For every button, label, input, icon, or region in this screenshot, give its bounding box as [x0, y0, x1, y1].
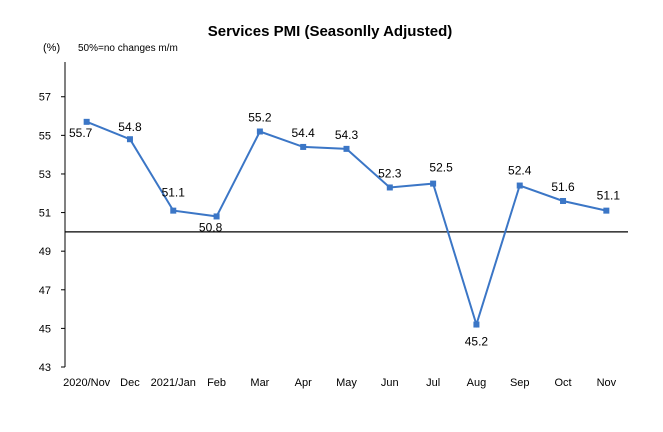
y-tick-label: 55 [39, 130, 51, 142]
chart-title: Services PMI (Seasonlly Adjusted) [208, 23, 453, 40]
x-tick-label: Jul [426, 377, 440, 389]
data-point [300, 143, 307, 150]
y-unit-label: (%) [43, 42, 60, 54]
data-label: 45.2 [465, 335, 489, 349]
x-tick-label: Dec [120, 377, 140, 389]
data-point [256, 128, 263, 135]
data-point [516, 182, 523, 189]
y-ticks: 43 45 47 49 51 53 55 57 [39, 92, 65, 374]
data-points [83, 118, 610, 328]
data-label: 52.5 [429, 161, 453, 175]
data-point [603, 207, 610, 214]
data-point [170, 207, 177, 214]
x-tick-label: Mar [250, 377, 269, 389]
data-label: 52.3 [378, 166, 402, 180]
series-line [86, 120, 607, 328]
y-tick-label: 49 [39, 246, 51, 258]
data-point [126, 136, 133, 143]
data-point [343, 145, 350, 152]
data-point [386, 184, 393, 191]
y-tick-label: 45 [39, 323, 51, 335]
data-label: 55.2 [248, 110, 272, 124]
data-label: 55.7 [69, 126, 93, 140]
x-tick-label: 2021/Jan [151, 377, 196, 389]
x-tick-label: May [336, 377, 357, 389]
x-tick-label: Feb [207, 377, 226, 389]
data-label: 54.8 [118, 120, 142, 134]
data-point [213, 213, 220, 220]
x-tick-label: Jun [381, 377, 399, 389]
x-tick-label: Apr [295, 377, 312, 389]
data-label: 50.8 [199, 220, 223, 234]
y-tick-label: 53 [39, 169, 51, 181]
x-tick-label: Oct [554, 377, 571, 389]
data-point [83, 118, 90, 125]
y-tick-label: 43 [39, 362, 51, 374]
data-label: 51.1 [162, 186, 186, 200]
y-tick-label: 47 [39, 285, 51, 297]
x-tick-label: Sep [510, 377, 530, 389]
y-tick-label: 57 [39, 92, 51, 104]
baseline-note: 50%=no changes m/m [78, 43, 178, 54]
data-label: 51.1 [597, 189, 621, 203]
data-labels: 55.7 54.8 51.1 50.8 55.2 54.4 54.3 52.3 52.5 45.2… [69, 110, 620, 348]
data-point [560, 197, 567, 204]
y-tick-label: 51 [39, 208, 51, 220]
x-tick-label: 2020/Nov [63, 377, 111, 389]
x-ticks: 2020/Nov Dec 2021/Jan Feb Mar Apr May Jun Jul Aug… [63, 377, 617, 389]
x-tick-label: Aug [467, 377, 487, 389]
data-point [430, 180, 437, 187]
data-label: 54.3 [335, 128, 359, 142]
data-label: 54.4 [292, 126, 316, 140]
data-point [473, 321, 480, 328]
data-label: 51.6 [551, 180, 575, 194]
x-tick-label: Nov [597, 377, 617, 389]
data-label: 52.4 [508, 164, 532, 178]
